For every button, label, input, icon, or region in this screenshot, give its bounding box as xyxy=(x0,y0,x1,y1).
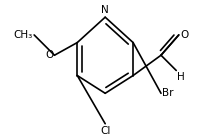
Text: O: O xyxy=(180,30,188,40)
Text: O: O xyxy=(45,50,53,60)
Text: H: H xyxy=(177,72,185,82)
Text: Br: Br xyxy=(162,88,174,98)
Text: Cl: Cl xyxy=(100,126,110,136)
Text: CH₃: CH₃ xyxy=(14,30,33,40)
Text: N: N xyxy=(101,5,109,15)
